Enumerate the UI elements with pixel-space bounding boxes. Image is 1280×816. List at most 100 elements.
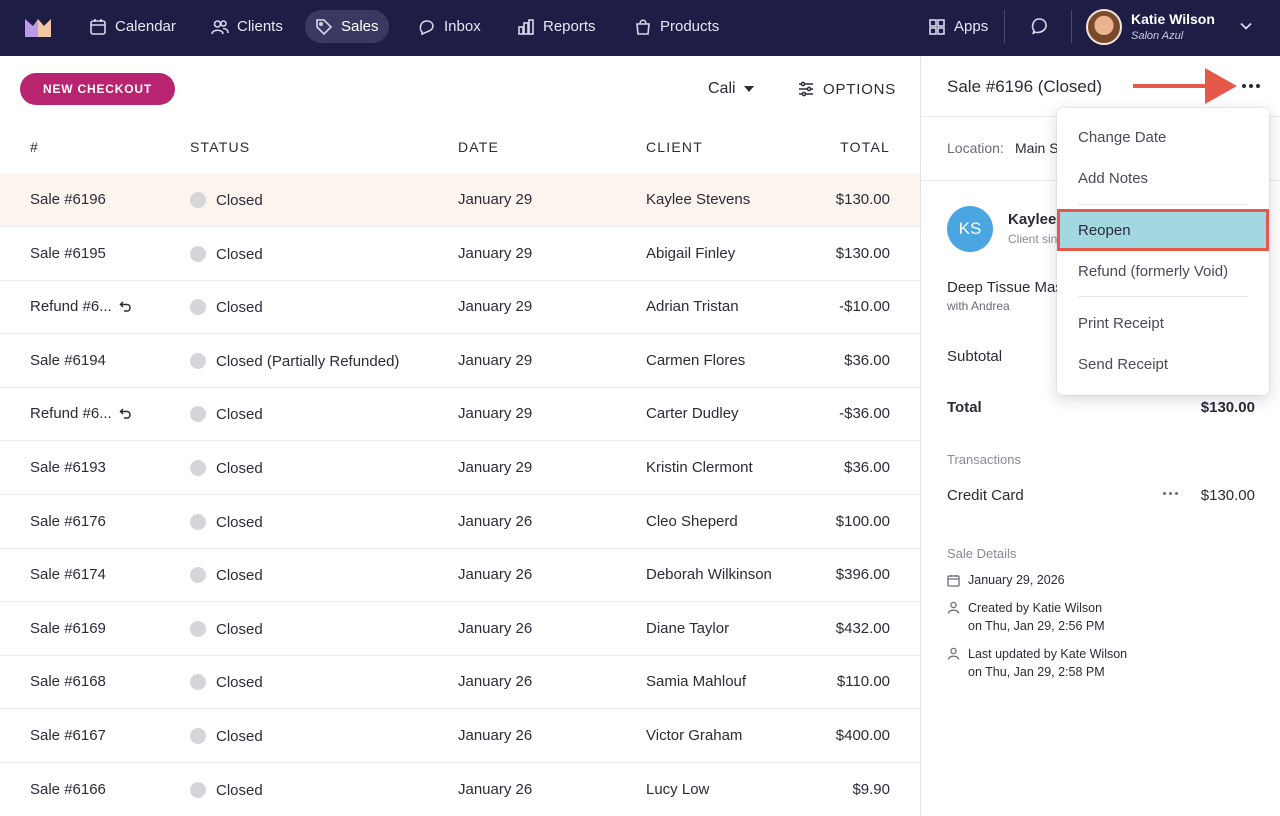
nav-inbox[interactable]: Inbox bbox=[408, 10, 491, 43]
table-row[interactable]: Sale #6168 Closed January 26 Samia Mahlouf $… bbox=[0, 655, 920, 710]
nav-products-label: Products bbox=[660, 18, 720, 35]
client-name[interactable]: Kaylee bbox=[1008, 211, 1057, 228]
more-dot-icon bbox=[1163, 492, 1166, 495]
transaction-amount: $130.00 bbox=[1200, 487, 1255, 504]
sale-number: Sale #6196 bbox=[30, 191, 106, 208]
sale-total: $432.00 bbox=[835, 619, 890, 637]
status-dot-icon bbox=[190, 781, 206, 798]
nav-clients[interactable]: Clients bbox=[201, 10, 293, 43]
created-by: Created by Katie Wilson bbox=[968, 601, 1103, 615]
sale-date: January 26 bbox=[458, 727, 533, 744]
location-label: Location: bbox=[947, 140, 1004, 156]
nav-calendar[interactable]: Calendar bbox=[79, 10, 186, 43]
client-name: Samia Mahlouf bbox=[646, 673, 747, 691]
table-row[interactable]: Refund #6... Closed January 29 Adrian Trist… bbox=[0, 280, 920, 335]
sliders-icon bbox=[799, 81, 813, 97]
messages-button[interactable] bbox=[1018, 10, 1060, 43]
status-dot-icon bbox=[190, 299, 206, 316]
menu-item-add-notes[interactable]: Add Notes bbox=[1078, 169, 1149, 187]
sale-number: Sale #6193 bbox=[30, 459, 106, 476]
table-row[interactable]: Sale #6167 Closed January 26 Victor Graham $… bbox=[0, 709, 920, 763]
more-dot-icon bbox=[1242, 84, 1246, 88]
column-header-total[interactable]: TOTAL bbox=[840, 139, 890, 155]
sale-date: January 26 bbox=[458, 512, 533, 530]
sale-total: -$36.00 bbox=[839, 405, 890, 423]
service-name: Deep Tissue Mas bbox=[947, 279, 1063, 296]
menu-item-refund[interactable]: Refund (formerly Void) bbox=[1078, 262, 1229, 280]
sale-date: January 29 bbox=[458, 405, 533, 423]
sales-list-pane: NEW CHECKOUT Cali OPTIONS # STATUS DATE … bbox=[0, 56, 920, 816]
column-header-status[interactable]: STATUS bbox=[190, 139, 251, 155]
subtotal-label: Subtotal bbox=[947, 348, 1003, 365]
client-name: Kristin Clermont bbox=[646, 459, 753, 476]
table-row[interactable]: Sale #6195 Closed January 29 Abigail Finley… bbox=[0, 227, 920, 281]
sale-date: January 26 bbox=[458, 780, 533, 798]
bar-chart-icon bbox=[518, 18, 534, 35]
new-checkout-button[interactable]: NEW CHECKOUT bbox=[20, 73, 175, 105]
menu-divider bbox=[1078, 204, 1248, 205]
more-actions-menu: Change Date Add Notes Reopen Refund (for… bbox=[1057, 108, 1269, 395]
nav-products[interactable]: Products bbox=[624, 10, 729, 43]
menu-item-print-receipt[interactable]: Print Receipt bbox=[1078, 314, 1164, 332]
client-name: Victor Graham bbox=[646, 727, 743, 744]
created-on: on Thu, Jan 29, 2:56 PM bbox=[968, 619, 1105, 633]
client-name: Cleo Sheperd bbox=[646, 512, 738, 530]
user-avatar[interactable] bbox=[1086, 9, 1122, 45]
sale-date: January 26 bbox=[458, 673, 533, 691]
location-select[interactable]: Cali bbox=[708, 80, 754, 98]
sale-date: January 29 bbox=[458, 244, 533, 262]
table-row[interactable]: Sale #6166 Closed January 26 Lucy Low $9.90 bbox=[0, 763, 920, 816]
sale-total: $36.00 bbox=[844, 459, 890, 476]
top-navigation: Calendar Clients Sales Inbox Reports Pro… bbox=[0, 0, 1280, 56]
menu-item-change-date[interactable]: Change Date bbox=[1078, 128, 1167, 146]
column-header-date[interactable]: DATE bbox=[458, 139, 500, 155]
status-dot-icon bbox=[190, 245, 206, 262]
table-row[interactable]: Sale #6169 Closed January 26 Diane Taylor $4… bbox=[0, 602, 920, 656]
transactions-label: Transactions bbox=[947, 452, 1021, 467]
sale-number: Refund #6... bbox=[30, 298, 112, 316]
menu-item-reopen[interactable]: Reopen bbox=[1057, 209, 1269, 251]
nav-apps[interactable]: Apps bbox=[918, 10, 998, 43]
client-name: Carmen Flores bbox=[646, 351, 746, 369]
person-icon bbox=[947, 601, 960, 614]
table-row[interactable]: Refund #6... Closed January 29 Carter Dudle… bbox=[0, 387, 920, 442]
nav-reports[interactable]: Reports bbox=[507, 10, 606, 43]
updated-on: on Thu, Jan 29, 2:58 PM bbox=[968, 665, 1105, 679]
status-text: Closed bbox=[216, 674, 263, 692]
table-row[interactable]: Sale #6174 Closed January 26 Deborah Wilkin… bbox=[0, 548, 920, 603]
client-name: Carter Dudley bbox=[646, 405, 739, 423]
tag-icon bbox=[316, 18, 333, 35]
table-row[interactable]: Sale #6176 Closed January 26 Cleo Sheperd $1… bbox=[0, 495, 920, 549]
client-name: Abigail Finley bbox=[646, 244, 736, 262]
column-header-client[interactable]: CLIENT bbox=[646, 139, 703, 155]
sale-number: Sale #6176 bbox=[30, 512, 106, 530]
transaction-more-button[interactable] bbox=[1163, 492, 1178, 495]
nav-divider bbox=[1004, 10, 1005, 43]
brand-logo-icon[interactable] bbox=[24, 16, 52, 38]
table-row[interactable]: Sale #6196 Closed January 29 Kaylee Stevens… bbox=[0, 173, 920, 227]
nav-sales[interactable]: Sales bbox=[305, 10, 389, 43]
sale-number: Sale #6174 bbox=[30, 566, 106, 584]
more-dot-icon bbox=[1249, 84, 1253, 88]
nav-calendar-label: Calendar bbox=[115, 18, 176, 35]
menu-item-send-receipt[interactable]: Send Receipt bbox=[1078, 355, 1169, 373]
status-dot-icon bbox=[190, 406, 206, 423]
sale-total: -$10.00 bbox=[839, 298, 890, 316]
status-text: Closed bbox=[216, 299, 263, 317]
status-dot-icon bbox=[190, 567, 206, 584]
more-actions-button[interactable] bbox=[1239, 76, 1263, 96]
status-dot-icon bbox=[190, 620, 206, 637]
table-row[interactable]: Sale #6194 Closed (Partially Refunded) Jan… bbox=[0, 334, 920, 388]
client-name: Diane Taylor bbox=[646, 619, 730, 637]
user-salon: Salon Azul bbox=[1131, 30, 1184, 42]
options-button[interactable]: OPTIONS bbox=[797, 80, 896, 98]
client-avatar[interactable]: KS bbox=[947, 206, 993, 252]
sale-number: Sale #6167 bbox=[30, 727, 106, 744]
user-name[interactable]: Katie Wilson bbox=[1131, 11, 1215, 27]
chevron-down-icon[interactable] bbox=[1238, 18, 1254, 34]
status-text: Closed bbox=[216, 460, 263, 477]
table-row[interactable]: Sale #6193 Closed January 29 Kristin Clermo… bbox=[0, 441, 920, 495]
transaction-method: Credit Card bbox=[947, 487, 1024, 504]
service-staff: with Andrea bbox=[947, 299, 1010, 313]
column-header-number[interactable]: # bbox=[30, 139, 39, 155]
